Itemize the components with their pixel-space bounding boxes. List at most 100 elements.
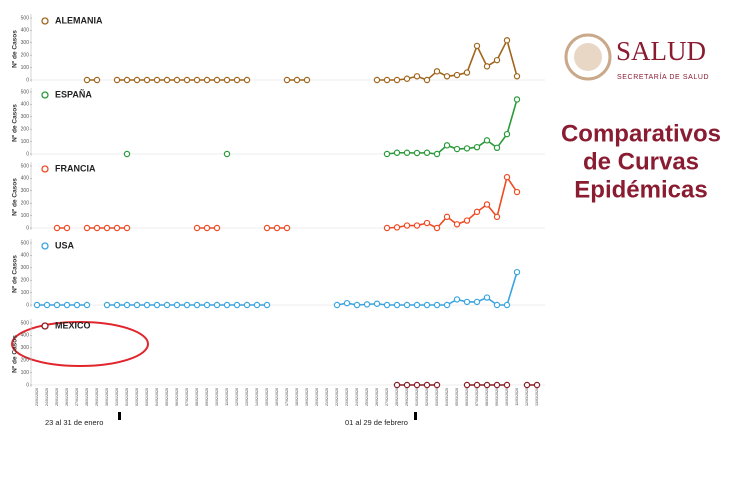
data-point: [373, 300, 381, 307]
data-point: [493, 213, 501, 221]
data-point: [413, 73, 421, 80]
data-point: [383, 76, 391, 84]
data-point: [263, 224, 271, 232]
data-point: [243, 76, 251, 84]
data-point: [273, 224, 281, 232]
data-point: [473, 42, 481, 50]
data-point: [283, 224, 291, 232]
data-point: [193, 224, 201, 232]
y-tick-label: 400: [21, 28, 30, 34]
heading-line: Epidémicas: [574, 176, 707, 203]
series-line: [87, 38, 518, 81]
data-point: [253, 301, 261, 309]
y-tick-label: 100: [21, 213, 30, 219]
data-point: [493, 381, 501, 389]
data-point: [403, 222, 411, 229]
data-point: [443, 301, 451, 309]
x-tick-label: 14/02/2020: [255, 388, 259, 406]
x-tick-label: 26/02/2020: [375, 388, 379, 406]
y-tick-label: 0: [26, 77, 29, 83]
data-point: [433, 381, 441, 389]
data-point: [83, 301, 91, 309]
highlight-ellipse: [11, 321, 149, 367]
data-point: [293, 76, 301, 84]
y-tick-label: 400: [21, 176, 30, 182]
data-point: [233, 301, 241, 309]
x-tick-label: 29/02/2020: [405, 388, 409, 406]
y-tick-label: 500: [21, 15, 30, 21]
x-tick-label: 01/03/2020: [415, 388, 419, 406]
data-point: [423, 76, 431, 84]
x-tick-label: 23/01/2020: [35, 388, 39, 406]
data-point: [153, 301, 161, 309]
data-point: [223, 150, 231, 158]
legend-marker: [41, 165, 49, 173]
data-point: [383, 224, 391, 232]
data-point: [213, 76, 221, 84]
data-point: [473, 143, 481, 151]
x-tick-label: 27/01/2020: [75, 388, 79, 406]
y-tick-label: 0: [26, 382, 29, 388]
x-tick-label: 26/01/2020: [65, 388, 69, 406]
data-point: [473, 298, 481, 306]
data-point: [123, 301, 131, 309]
data-point: [443, 73, 451, 80]
y-tick-label: 400: [21, 102, 30, 108]
x-tick-label: 15/02/2020: [265, 388, 269, 406]
y-tick-label: 300: [21, 114, 30, 120]
data-point: [93, 76, 101, 84]
data-point: [53, 301, 61, 309]
x-tick-label: 07/03/2020: [475, 388, 479, 406]
logo: SALUD SECRETARÍA DE SALUD: [564, 33, 709, 81]
x-tick-label: 27/02/2020: [385, 388, 389, 406]
x-tick-label: 10/02/2020: [215, 388, 219, 406]
legend-label: ESPAÑA: [55, 89, 92, 99]
data-point: [393, 76, 401, 84]
x-tick-label: 28/01/2020: [85, 388, 89, 406]
data-point: [393, 224, 401, 231]
data-point: [463, 298, 471, 306]
data-point: [383, 150, 391, 158]
x-tick-label: 20/02/2020: [315, 388, 319, 406]
data-point: [503, 301, 511, 309]
series-line: [57, 175, 518, 229]
x-tick-label: 25/01/2020: [55, 388, 59, 406]
data-point: [363, 301, 371, 308]
x-tick-label: 13/03/2020: [535, 388, 539, 406]
data-point: [453, 145, 461, 153]
data-point: [113, 76, 121, 84]
heading-line: Comparativos: [561, 120, 721, 147]
y-tick-label: 0: [26, 225, 29, 231]
y-axis-label: Nº de Casos: [12, 178, 19, 216]
data-point: [123, 76, 131, 84]
data-point: [513, 268, 521, 276]
data-point: [393, 301, 401, 309]
data-point: [463, 217, 471, 224]
data-point: [173, 76, 181, 84]
period-label: 23 al 31 de enero: [45, 418, 103, 427]
legend-marker: [41, 91, 49, 99]
data-point: [463, 381, 471, 389]
data-point: [93, 224, 101, 232]
data-point: [243, 301, 251, 309]
x-tick-label: 13/02/2020: [245, 388, 249, 406]
data-point: [103, 224, 111, 232]
data-point: [303, 76, 311, 84]
data-point: [403, 381, 411, 389]
x-tick-label: 06/02/2020: [175, 388, 179, 406]
x-tick-label: 17/02/2020: [285, 388, 289, 406]
data-point: [183, 76, 191, 84]
data-point: [33, 301, 41, 309]
data-point: [213, 301, 221, 309]
x-tick-label: 03/03/2020: [435, 388, 439, 406]
data-point: [423, 219, 431, 227]
data-point: [183, 301, 191, 309]
data-point: [413, 301, 421, 309]
data-point: [163, 301, 171, 309]
data-point: [403, 149, 411, 156]
data-point: [283, 76, 291, 84]
y-tick-label: 200: [21, 127, 30, 133]
data-point: [63, 224, 71, 232]
emblem-center: [574, 43, 602, 71]
x-tick-label: 10/03/2020: [505, 388, 509, 406]
